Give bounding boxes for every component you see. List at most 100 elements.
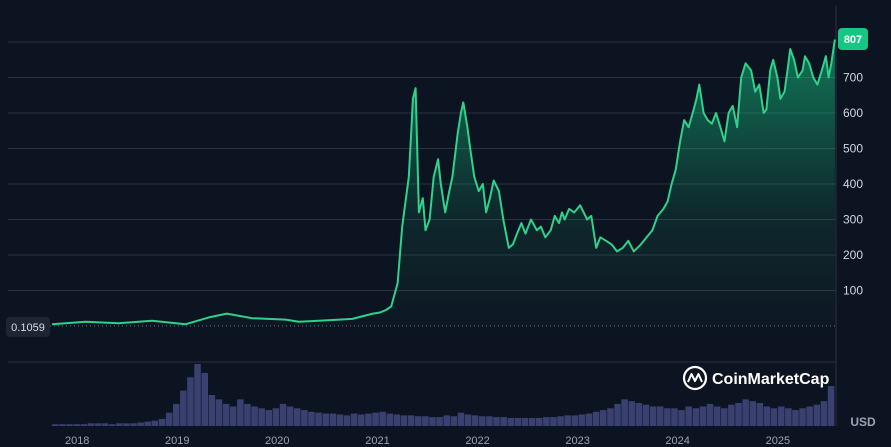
volume-bar xyxy=(279,403,287,426)
volume-bar xyxy=(628,401,635,426)
volume-bar xyxy=(116,423,123,426)
volume-bar xyxy=(464,414,472,426)
volume-bar xyxy=(173,403,180,426)
volume-bar xyxy=(272,408,280,426)
volume-bar xyxy=(756,403,764,426)
volume-bar xyxy=(507,418,514,426)
volume-bar xyxy=(699,406,707,426)
volume-bar xyxy=(73,424,80,426)
volume-bar xyxy=(521,418,529,426)
volume-bar xyxy=(415,416,422,426)
volume-bar xyxy=(799,408,806,426)
volume-bar xyxy=(664,408,671,426)
volume-bar xyxy=(685,406,692,426)
volume-bar xyxy=(59,424,66,426)
volume-bar xyxy=(436,417,443,426)
x-tick-label: 2018 xyxy=(65,435,89,447)
volume-bar xyxy=(201,372,208,426)
volume-bar xyxy=(813,404,821,426)
volume-bar xyxy=(329,413,337,426)
volume-bar xyxy=(528,418,536,426)
x-tick-label: 2021 xyxy=(365,435,389,447)
volume-bar xyxy=(713,406,721,426)
volume-bars xyxy=(52,364,835,426)
volume-bar xyxy=(721,408,728,426)
volume-bar xyxy=(778,406,785,426)
volume-bar xyxy=(486,416,493,426)
volume-bar xyxy=(301,410,308,426)
volume-bar xyxy=(66,424,73,426)
volume-bar xyxy=(820,401,828,426)
price-area-fill xyxy=(52,39,835,326)
volume-bar xyxy=(635,403,643,426)
volume-bar xyxy=(557,416,564,426)
volume-bar xyxy=(443,415,450,426)
volume-bar xyxy=(208,395,216,426)
start-price-label: 0.1059 xyxy=(6,317,50,337)
volume-bar xyxy=(379,411,386,426)
volume-bar xyxy=(350,413,358,426)
y-tick-label: 600 xyxy=(843,106,863,120)
volume-bar xyxy=(80,424,87,426)
volume-bar xyxy=(770,408,778,426)
volume-bar xyxy=(343,415,351,426)
volume-bar xyxy=(585,413,593,426)
y-tick-label: 500 xyxy=(843,142,863,156)
y-tick-label: 400 xyxy=(843,177,863,191)
y-tick-label: 700 xyxy=(843,71,863,85)
volume-bar xyxy=(493,417,500,426)
volume-bar xyxy=(422,416,429,426)
volume-bar xyxy=(735,403,742,426)
volume-bar xyxy=(500,417,507,426)
volume-bar xyxy=(372,412,379,426)
volume-bar xyxy=(785,408,792,426)
volume-bar xyxy=(358,414,365,426)
volume-bar xyxy=(571,415,579,426)
volume-bar xyxy=(52,424,59,426)
volume-bar xyxy=(621,399,628,426)
y-tick-label: 300 xyxy=(843,213,863,227)
volume-bar xyxy=(429,417,436,426)
volume-bar xyxy=(827,386,835,426)
volume-bar xyxy=(165,412,173,426)
volume-bar xyxy=(678,410,685,426)
volume-bar xyxy=(543,417,550,426)
volume-bar xyxy=(237,399,244,426)
start-price-text: 0.1059 xyxy=(11,322,45,334)
volume-bar xyxy=(187,377,194,426)
price-line xyxy=(51,39,836,326)
volume-bar xyxy=(536,418,543,426)
y-tick-label: 100 xyxy=(843,284,863,298)
volume-bar xyxy=(614,403,621,426)
current-price-text: 807 xyxy=(844,34,862,46)
volume-bar xyxy=(742,399,749,426)
x-axis-ticks: 2018 2019 2020 2021 2022 2023 2024 2025 xyxy=(65,435,790,447)
volume-bar xyxy=(101,423,109,426)
volume-bar xyxy=(671,408,678,426)
volume-bar xyxy=(649,406,657,426)
volume-bar xyxy=(600,410,607,426)
volume-bar xyxy=(244,403,251,426)
y-axis-ticks: 100 200 300 400 500 600 700 xyxy=(843,71,863,298)
volume-bar xyxy=(514,418,522,426)
volume-bar xyxy=(315,412,322,426)
volume-bar xyxy=(471,415,479,426)
volume-bar xyxy=(123,423,130,426)
volume-bar xyxy=(94,423,102,426)
volume-bar xyxy=(564,415,571,426)
volume-bar xyxy=(365,413,372,426)
start-price-badge xyxy=(6,317,50,337)
volume-bar xyxy=(763,406,771,426)
volume-bar xyxy=(87,423,95,426)
volume-bar xyxy=(806,406,813,426)
volume-bar xyxy=(692,408,700,426)
volume-bar xyxy=(294,408,301,426)
x-tick-label: 2019 xyxy=(165,435,189,447)
volume-bar xyxy=(592,411,600,426)
volume-bar xyxy=(137,422,144,426)
volume-bar xyxy=(550,417,557,426)
volume-bar xyxy=(144,421,151,426)
volume-bar xyxy=(180,390,187,426)
volume-bar xyxy=(706,403,714,426)
